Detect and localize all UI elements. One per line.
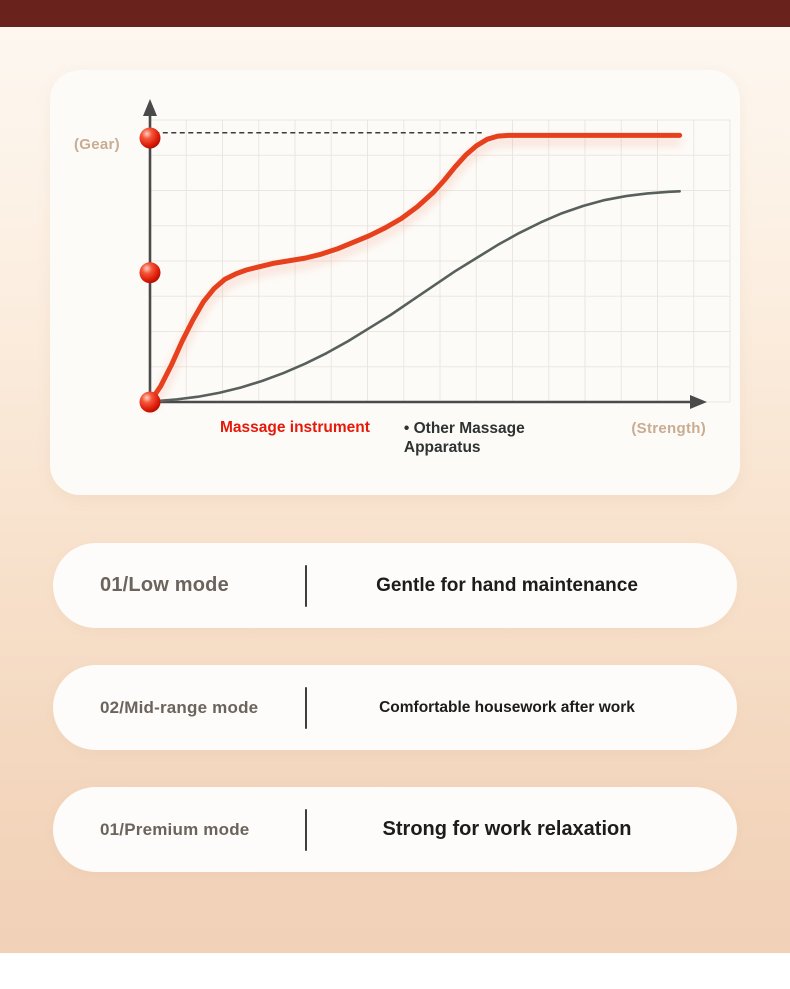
y-axis-arrow-icon (143, 99, 157, 116)
gear-dot-icon (139, 127, 161, 149)
axes (142, 112, 692, 410)
legend-other-apparatus: • Other Massage Apparatus (403, 420, 525, 457)
mode-description-low: Gentle for hand maintenance (376, 574, 638, 596)
mode-card-low: 01/Low mode Gentle for hand maintenance (53, 543, 737, 628)
mode-description-premium: Strong for work relaxation (382, 818, 632, 840)
top-banner (0, 0, 790, 27)
comparison-line-chart (139, 99, 731, 413)
chart-card: (Gear) Massage instrument • Other Massag… (50, 70, 740, 495)
grid (149, 119, 731, 403)
y-axis-label: (Gear) (74, 136, 120, 153)
mode-label-low: 01/Low mode (100, 574, 229, 596)
mode-label-premium: 01/Premium mode (100, 819, 250, 839)
bottom-strip (0, 953, 790, 989)
divider (305, 808, 307, 851)
x-axis-label: (Strength) (631, 420, 706, 437)
mode-card-premium: 01/Premium mode Strong for work relaxati… (53, 787, 737, 872)
chart-legend: Massage instrument • Other Massage Appar… (50, 415, 740, 458)
massage-instrument-curve (147, 132, 683, 405)
legend-massage-instrument: Massage instrument (220, 419, 370, 436)
mode-label-mid: 02/Mid-range mode (100, 697, 259, 717)
mode-card-mid: 02/Mid-range mode Comfortable housework … (53, 665, 737, 750)
divider (305, 564, 307, 607)
gear-dot-icon (139, 262, 161, 284)
other-massage-apparatus-curve (154, 190, 681, 403)
divider (305, 686, 307, 729)
gear-dot-icon (139, 391, 161, 413)
mode-description-mid: Comfortable housework after work (379, 698, 635, 716)
x-axis-arrow-icon (690, 395, 707, 409)
